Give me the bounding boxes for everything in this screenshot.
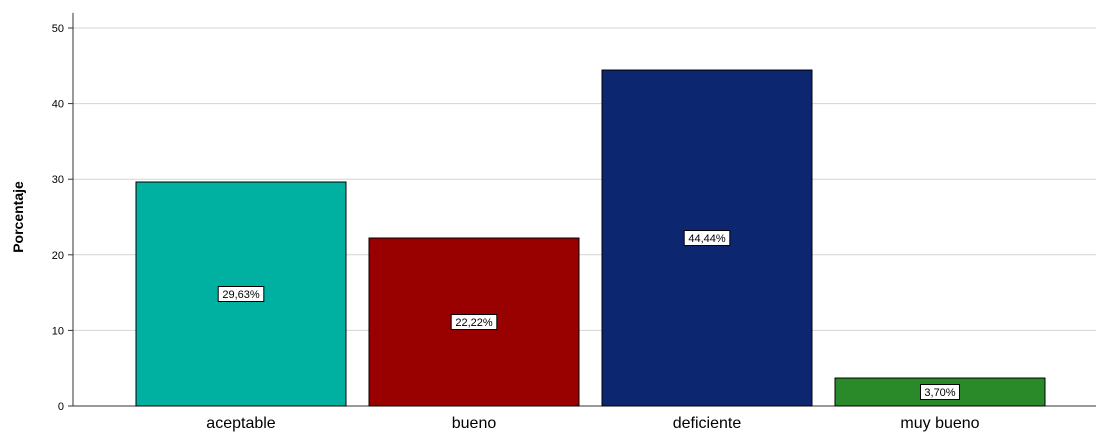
data-label: 29,63% — [222, 289, 260, 301]
data-label-box — [920, 384, 960, 401]
y-tick-label: 50 — [52, 23, 64, 35]
data-label: 3,70% — [924, 387, 955, 399]
y-tick-label: 0 — [58, 401, 64, 413]
y-tick-label: 10 — [52, 325, 64, 337]
x-tick-label: aceptable — [206, 415, 275, 432]
data-label-box — [217, 285, 265, 302]
data-label: 22,22% — [455, 317, 493, 329]
data-label: 44,44% — [688, 233, 726, 245]
y-tick-label: 20 — [52, 250, 64, 262]
data-label-box — [450, 314, 498, 331]
data-label-box — [683, 230, 731, 247]
x-tick-label: deficiente — [673, 415, 742, 432]
y-tick-label: 40 — [52, 99, 64, 111]
y-tick-label: 30 — [52, 174, 64, 186]
x-tick-label: muy bueno — [900, 415, 979, 432]
x-tick-label: bueno — [452, 415, 497, 432]
